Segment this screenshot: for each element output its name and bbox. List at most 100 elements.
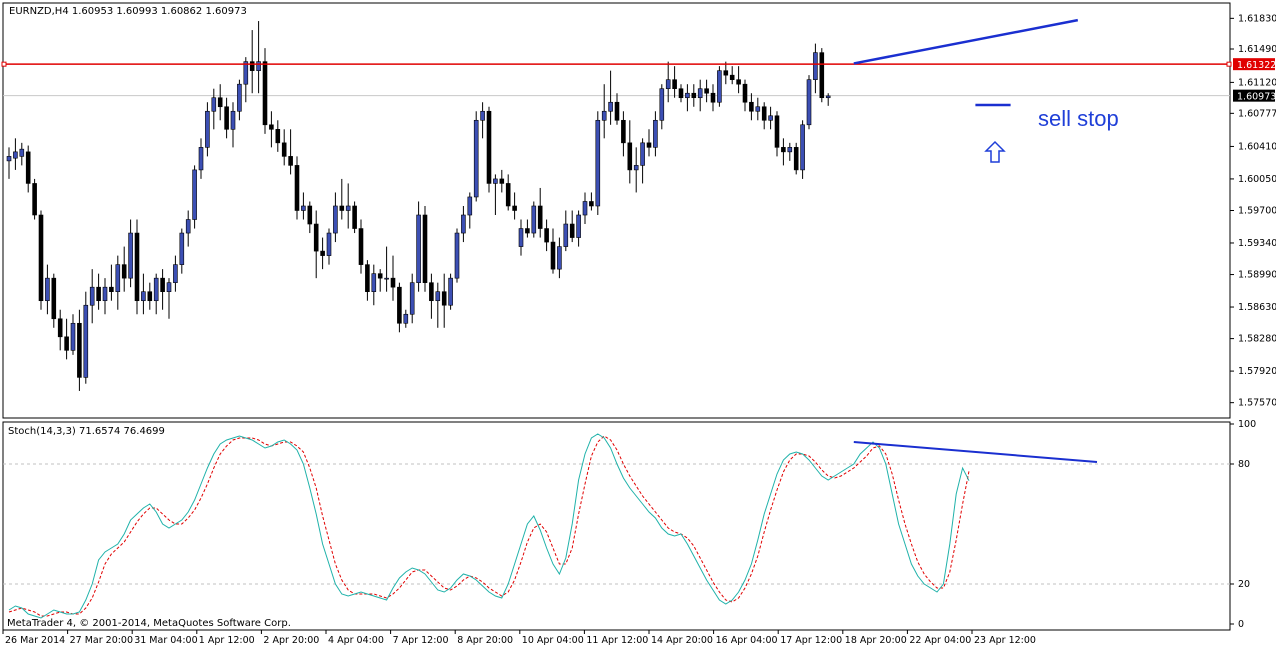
- candle-body: [320, 250, 325, 256]
- price-overlay: [1, 18, 1232, 107]
- resistance-handle-right[interactable]: [1226, 61, 1232, 67]
- candle-body: [717, 70, 722, 103]
- candle-body: [128, 232, 133, 279]
- candle-body: [544, 228, 549, 243]
- candle-body: [768, 115, 773, 121]
- candle-body: [345, 205, 351, 211]
- candle-body: [333, 205, 338, 234]
- time-tick-label: 23 Apr 12:00: [974, 635, 1036, 646]
- candle-body: [493, 178, 498, 184]
- candle-body: [83, 304, 89, 378]
- stoch-panel-border: [2, 421, 1231, 631]
- candle-body: [409, 282, 415, 315]
- candle-body: [339, 205, 345, 211]
- candles: [6, 21, 831, 391]
- candle-body: [665, 79, 671, 90]
- candle-body: [761, 106, 767, 121]
- candle-body: [205, 110, 210, 148]
- time-tick-label: 18 Apr 20:00: [845, 635, 907, 646]
- candle-body: [480, 110, 485, 121]
- resistance-price-label-bg: [1233, 58, 1275, 71]
- candle-body: [89, 286, 95, 306]
- time-tick-label: 16 Apr 04:00: [716, 635, 778, 646]
- candle-body: [486, 110, 492, 184]
- candle-body: [77, 322, 82, 378]
- price-trend-line[interactable]: [853, 18, 1079, 65]
- price-tick-label: 1.57570: [1238, 398, 1276, 409]
- candle-body: [64, 336, 69, 351]
- annotation-sell-stop: sell stop: [1038, 106, 1119, 131]
- candle-body: [685, 92, 690, 99]
- candle-body: [70, 322, 76, 351]
- candle-body: [601, 110, 607, 121]
- candle-body: [237, 83, 242, 112]
- candle-body: [678, 88, 684, 99]
- candle-body: [813, 52, 818, 80]
- candle-body: [422, 214, 428, 283]
- candle-body: [313, 223, 319, 252]
- candle-body: [6, 156, 12, 162]
- time-tick-label: 14 Apr 20:00: [651, 635, 713, 646]
- candle-body: [461, 214, 466, 234]
- candle-body: [358, 228, 364, 265]
- time-tick-label: 26 Mar 2014: [5, 635, 65, 646]
- price-tick-label: 1.59340: [1238, 238, 1276, 249]
- candle-body: [518, 228, 524, 247]
- candle-body: [281, 142, 287, 157]
- price-tick-label: 1.58990: [1238, 270, 1276, 281]
- candle-body: [243, 61, 249, 85]
- candle-body: [173, 264, 178, 283]
- candle-body: [96, 286, 101, 302]
- candle-body: [352, 205, 357, 229]
- candle-body: [153, 277, 159, 302]
- candle-body: [288, 156, 293, 166]
- stoch-tick-label: 20: [1238, 579, 1250, 590]
- candle-body: [109, 286, 114, 292]
- candle-body: [595, 119, 601, 207]
- candle-body: [589, 201, 594, 207]
- time-tick-label: 27 Mar 20:00: [70, 635, 133, 646]
- price-panel-border: [2, 2, 1231, 419]
- candle-body: [269, 124, 274, 130]
- price-panel: 1.61830 1.61490 1.61120 1.60777 1.60410 1.600…: [1, 2, 1276, 419]
- candle-body: [582, 201, 588, 216]
- candle-body: [403, 313, 409, 324]
- candle-body: [550, 241, 556, 270]
- resistance-handle-left[interactable]: [1, 61, 7, 67]
- candle-body: [819, 52, 825, 99]
- candle-body: [787, 147, 793, 153]
- candle-body: [473, 119, 479, 198]
- candle-body: [499, 178, 505, 184]
- candle-body: [377, 273, 383, 279]
- candle-body: [390, 277, 396, 288]
- price-tick-label: 1.58280: [1238, 334, 1276, 345]
- candle-body: [512, 205, 517, 211]
- candle-body: [166, 282, 172, 292]
- candle-body: [121, 264, 127, 279]
- candle-body: [537, 205, 543, 229]
- candle-body: [294, 165, 300, 211]
- candle-body: [825, 95, 831, 99]
- candle-body: [467, 196, 473, 216]
- price-tick-label: 1.58630: [1238, 302, 1276, 313]
- candle-body: [397, 286, 402, 324]
- candle-body: [301, 205, 306, 211]
- candle-body: [563, 223, 569, 247]
- candle-body: [774, 115, 780, 148]
- candle-body: [19, 148, 25, 157]
- candle-body: [192, 169, 197, 220]
- candle-body: [45, 277, 50, 302]
- stoch-title: Stoch(14,3,3) 71.6574 76.4699: [8, 426, 165, 437]
- candle-body: [102, 286, 108, 302]
- candle-body: [608, 101, 613, 112]
- candle-body: [435, 291, 441, 302]
- candle-body: [262, 61, 268, 126]
- time-axis: 26 Mar 2014 27 Mar 20:00 31 Mar 04:00 1 Apr…: [2, 630, 1036, 646]
- stoch-divergence-line[interactable]: [853, 441, 1098, 463]
- candle-body: [198, 147, 204, 171]
- time-tick-label: 8 Apr 20:00: [457, 635, 513, 646]
- time-tick-label: 4 Apr 04:00: [328, 635, 384, 646]
- candle-body: [653, 119, 658, 148]
- time-tick-label: 1 Apr 12:00: [199, 635, 255, 646]
